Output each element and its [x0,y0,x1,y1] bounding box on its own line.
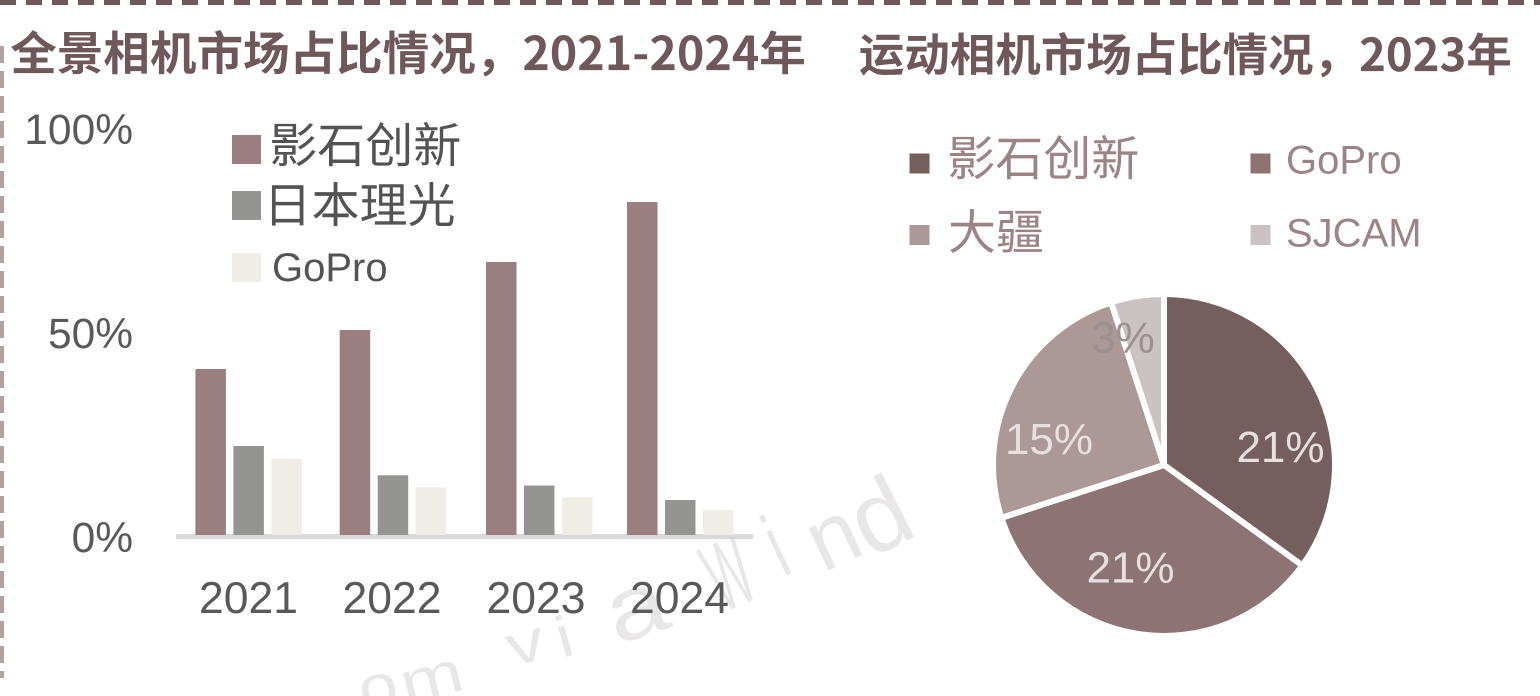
svg-text:2021: 2021 [199,574,298,623]
svg-text:0%: 0% [72,515,133,562]
svg-text:GoPro: GoPro [272,246,388,290]
svg-text:15%: 15% [1005,415,1093,464]
svg-text:21%: 21% [1236,423,1324,472]
svg-text:2022: 2022 [343,574,442,623]
svg-text:2023: 2023 [487,574,586,623]
svg-text:GoPro: GoPro [1286,139,1402,183]
svg-text:2024: 2024 [630,574,729,623]
svg-text:21%: 21% [1086,544,1174,593]
svg-text:SJCAM: SJCAM [1286,212,1422,256]
svg-text:3%: 3% [1091,314,1155,363]
svg-text:50%: 50% [48,311,133,358]
svg-text:100%: 100% [24,107,133,154]
